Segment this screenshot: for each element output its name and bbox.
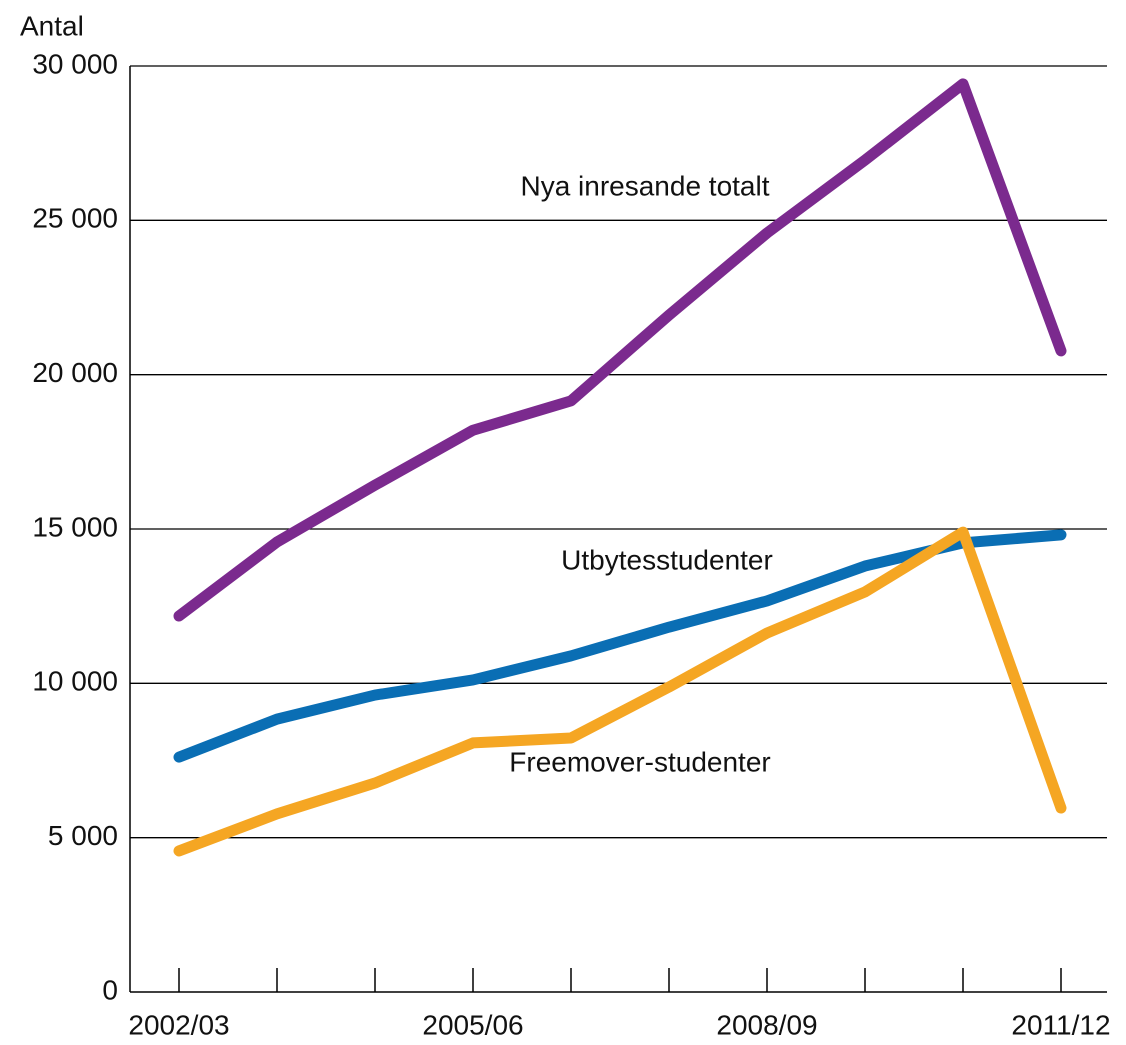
- y-tick-label: 20 000: [32, 357, 118, 388]
- y-tick-label: 0: [102, 974, 118, 1005]
- series-line: [173, 78, 1067, 622]
- y-tick-label: 15 000: [32, 511, 118, 542]
- x-tick-label: 2002/03: [128, 1009, 229, 1040]
- y-tick-label: 5 000: [48, 820, 118, 851]
- series-label: Nya inresande totalt: [520, 170, 769, 201]
- series-label: Freemover-studenter: [509, 746, 770, 777]
- x-tick-label: 2011/12: [1011, 1009, 1110, 1040]
- series-line: [173, 526, 1067, 857]
- series-label: Utbytesstudenter: [561, 544, 773, 575]
- x-tick-label: 2008/09: [716, 1009, 817, 1040]
- y-tick-label: 10 000: [32, 666, 118, 697]
- y-tick-label: 25 000: [32, 203, 118, 234]
- series-line: [173, 529, 1067, 763]
- x-tick-label: 2005/06: [422, 1009, 523, 1040]
- y-axis-label: Antal: [20, 10, 84, 41]
- y-tick-label: 30 000: [32, 48, 118, 79]
